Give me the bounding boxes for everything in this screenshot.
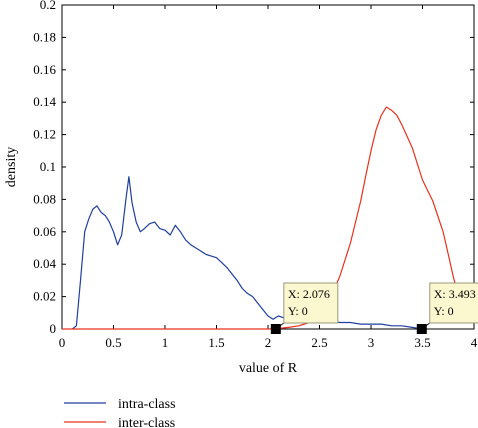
x-axis-label: value of R (239, 361, 298, 376)
x-tick-label: 1.5 (208, 335, 224, 350)
y-tick-label: 0.08 (33, 191, 56, 206)
datatip-marker[interactable] (416, 324, 427, 334)
datatip-x-text: X: 3.493 (434, 287, 476, 301)
y-tick-label: 0.18 (33, 29, 56, 44)
x-tick-label: 3.5 (414, 335, 430, 350)
datatip-marker[interactable] (270, 324, 281, 334)
x-tick-label: 0.5 (105, 335, 121, 350)
datatip-y-text: Y: 0 (434, 304, 454, 318)
datatip-layer: X: 2.076 Y: 0 X: 3.493 Y: 0 (270, 282, 478, 334)
datatip-x-text: X: 2.076 (288, 287, 330, 301)
x-tick-label: 2 (265, 335, 272, 350)
y-tick-label: 0.06 (33, 224, 56, 239)
y-axis-label: density (4, 147, 19, 187)
datatip-box[interactable] (429, 282, 478, 324)
legend-label-inter-class: inter-class (118, 416, 175, 428)
x-tick-label: 4 (471, 335, 478, 350)
x-tick-label: 0 (59, 335, 66, 350)
axis-ticks: 0 0.5 1 1.5 2 2.5 3 3.5 4 0 0.02 0.04 0.06 0.08 0.1 0.1… (33, 0, 478, 350)
y-tick-label: 0.16 (33, 62, 56, 77)
x-tick-label: 2.5 (311, 335, 327, 350)
x-tick-label: 3 (368, 335, 375, 350)
y-tick-label: 0 (50, 321, 57, 336)
y-tick-label: 0.02 (33, 289, 56, 304)
legend-label-intra-class: intra-class (118, 397, 176, 412)
x-tick-label: 1 (162, 335, 169, 350)
y-tick-label: 0.14 (33, 94, 56, 109)
y-tick-label: 0.04 (33, 256, 56, 271)
y-tick-label: 0.12 (33, 127, 56, 142)
datatip-y-text: Y: 0 (288, 304, 308, 318)
legend: intra-class inter-class (64, 397, 176, 428)
datatip-box[interactable] (283, 282, 339, 324)
y-tick-label: 0.2 (40, 0, 56, 12)
plot-area-frame (61, 4, 475, 330)
y-tick-label: 0.1 (40, 159, 56, 174)
